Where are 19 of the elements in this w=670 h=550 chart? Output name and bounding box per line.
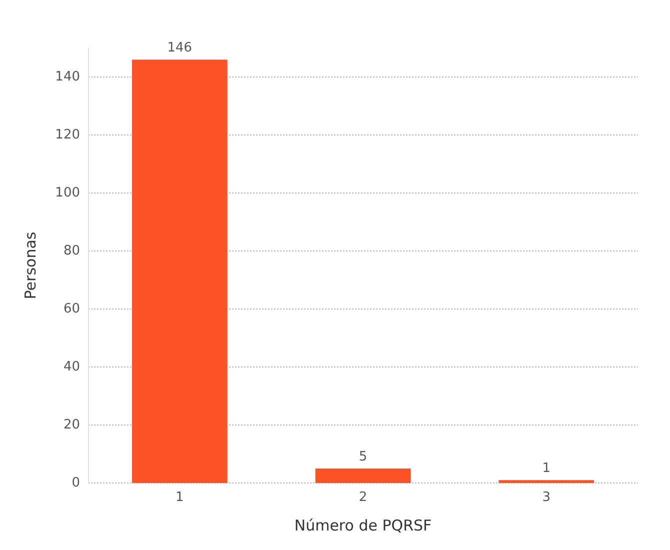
y-tick-label: 80 [63, 244, 80, 258]
x-tick-label: 2 [358, 490, 368, 505]
x-tick-label: 3 [542, 490, 550, 505]
bar [315, 468, 411, 483]
y-tick-label: 100 [55, 186, 80, 200]
y-tick-label: 0 [72, 476, 80, 490]
y-tick-label: 60 [63, 302, 80, 316]
data-label: 1 [542, 461, 550, 476]
x-axis-title: Número de PQRSF [294, 516, 432, 534]
y-tick-label: 20 [63, 418, 80, 432]
y-tick-label: 140 [55, 70, 80, 84]
y-axis-title: Personas [22, 232, 40, 300]
y-tick-label: 120 [55, 128, 80, 142]
data-label: 146 [167, 40, 192, 56]
bar [132, 60, 228, 483]
data-label: 5 [358, 450, 368, 464]
bar [498, 480, 594, 483]
y-tick-label: 40 [63, 360, 80, 374]
x-tick-label: 1 [176, 490, 184, 505]
